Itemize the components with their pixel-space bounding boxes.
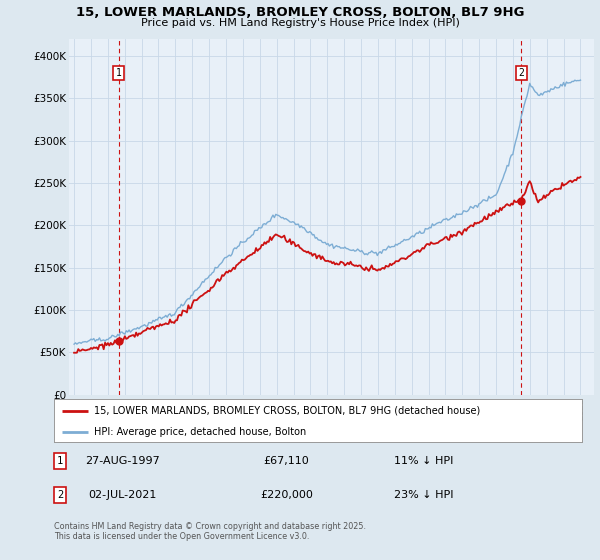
Text: Price paid vs. HM Land Registry's House Price Index (HPI): Price paid vs. HM Land Registry's House … [140, 18, 460, 28]
Text: 2: 2 [518, 68, 524, 78]
Text: 15, LOWER MARLANDS, BROMLEY CROSS, BOLTON, BL7 9HG: 15, LOWER MARLANDS, BROMLEY CROSS, BOLTO… [76, 6, 524, 18]
Text: 27-AUG-1997: 27-AUG-1997 [85, 456, 160, 466]
Text: HPI: Average price, detached house, Bolton: HPI: Average price, detached house, Bolt… [94, 427, 306, 437]
Text: 1: 1 [57, 456, 64, 466]
Text: 23% ↓ HPI: 23% ↓ HPI [394, 490, 454, 500]
Text: 02-JUL-2021: 02-JUL-2021 [88, 490, 157, 500]
Text: 15, LOWER MARLANDS, BROMLEY CROSS, BOLTON, BL7 9HG (detached house): 15, LOWER MARLANDS, BROMLEY CROSS, BOLTO… [94, 406, 480, 416]
Text: Contains HM Land Registry data © Crown copyright and database right 2025.
This d: Contains HM Land Registry data © Crown c… [54, 522, 366, 542]
Text: 2: 2 [57, 490, 64, 500]
Text: 11% ↓ HPI: 11% ↓ HPI [394, 456, 453, 466]
Text: £67,110: £67,110 [263, 456, 309, 466]
Text: 1: 1 [116, 68, 122, 78]
Text: £220,000: £220,000 [260, 490, 313, 500]
